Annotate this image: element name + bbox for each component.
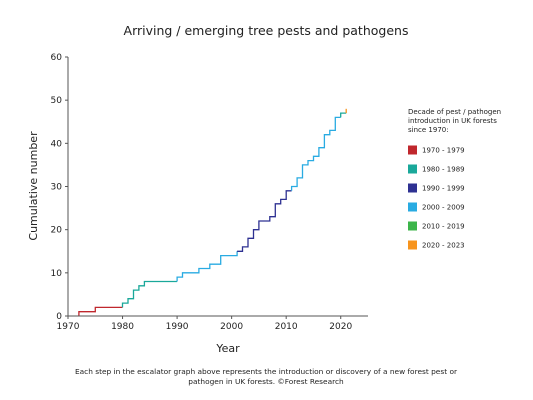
legend-swatch bbox=[408, 240, 417, 250]
series-line bbox=[78, 306, 123, 316]
y-tick-label: 20 bbox=[51, 226, 63, 236]
x-tick-label: 2000 bbox=[220, 322, 243, 332]
legend-swatch bbox=[408, 183, 417, 193]
y-tick-label: 0 bbox=[56, 312, 62, 322]
legend-label: 1990 - 1999 bbox=[422, 185, 465, 193]
y-tick-label: 50 bbox=[51, 96, 63, 106]
legend-label: 2020 - 2023 bbox=[422, 242, 465, 250]
y-tick-label: 40 bbox=[51, 139, 63, 149]
caption-line: pathogen in UK forests. ©Forest Research bbox=[188, 377, 344, 386]
plot-area bbox=[78, 108, 347, 316]
series-line bbox=[340, 112, 347, 118]
caption: Each step in the escalator graph above r… bbox=[75, 367, 458, 386]
legend-label: 2000 - 2009 bbox=[422, 204, 465, 212]
y-axis-label: Cumulative number bbox=[27, 131, 40, 241]
x-tick-label: 2010 bbox=[275, 322, 298, 332]
legend-swatch bbox=[408, 202, 417, 212]
x-tick-label: 1990 bbox=[166, 322, 189, 332]
legend-title: Decade of pest / pathogen bbox=[408, 108, 501, 116]
x-tick-label: 2020 bbox=[329, 322, 352, 332]
series-line bbox=[290, 116, 341, 191]
legend-swatch bbox=[408, 145, 417, 155]
x-tick-label: 1970 bbox=[57, 322, 80, 332]
y-tick-label: 10 bbox=[51, 269, 63, 279]
series-line bbox=[237, 190, 292, 252]
axes: 0 10 20 30 40 50 60 1970 1980 1990 2000 2010 2020 bbox=[51, 53, 368, 332]
legend-label: 2010 - 2019 bbox=[422, 223, 465, 231]
legend-title: introduction in UK forests bbox=[408, 117, 497, 125]
caption-line: Each step in the escalator graph above r… bbox=[75, 367, 458, 376]
y-tick-label: 30 bbox=[51, 183, 63, 193]
y-tick-label: 60 bbox=[51, 53, 63, 63]
legend-swatch bbox=[408, 164, 417, 174]
x-tick-label: 1980 bbox=[111, 322, 134, 332]
series-line bbox=[176, 251, 238, 282]
legend-swatch bbox=[408, 221, 417, 231]
legend-title: since 1970: bbox=[408, 126, 449, 134]
legend-label: 1980 - 1989 bbox=[422, 166, 465, 174]
legend-label: 1970 - 1979 bbox=[422, 147, 465, 155]
series-line bbox=[121, 280, 178, 308]
chart-title: Arriving / emerging tree pests and patho… bbox=[124, 23, 409, 38]
x-axis-label: Year bbox=[215, 342, 240, 355]
